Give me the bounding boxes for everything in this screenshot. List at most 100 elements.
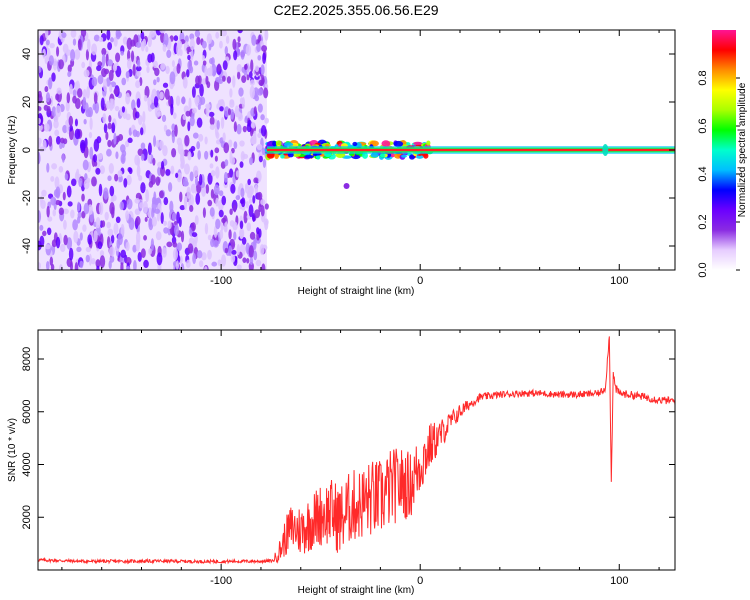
- noise-blob: [197, 150, 201, 160]
- noise-blob: [55, 93, 60, 101]
- noise-blob: [136, 71, 141, 77]
- noise-blob: [215, 166, 220, 179]
- noise-blob: [165, 129, 172, 137]
- noise-blob: [258, 155, 263, 163]
- noise-blob: [233, 231, 237, 241]
- noise-blob: [231, 147, 235, 154]
- colorbar-tick-label: 0.6: [697, 118, 709, 133]
- noise-blob: [167, 220, 172, 230]
- noise-blob: [253, 130, 257, 141]
- noise-blob: [210, 188, 215, 199]
- noise-blob: [155, 176, 161, 186]
- noise-blob: [171, 60, 175, 68]
- noise-blob: [210, 149, 214, 158]
- noise-blob: [250, 139, 257, 145]
- scint-blob: [304, 154, 315, 159]
- noise-blob: [83, 118, 87, 125]
- noise-blob: [233, 50, 238, 61]
- noise-blob: [217, 259, 222, 266]
- noise-blob: [264, 30, 269, 41]
- noise-blob: [86, 86, 90, 99]
- noise-blob: [154, 67, 160, 77]
- noise-blob: [259, 244, 265, 255]
- noise-blob: [70, 209, 75, 219]
- noise-blob: [198, 260, 204, 268]
- noise-blob: [85, 109, 92, 118]
- noise-blob: [228, 245, 233, 257]
- noise-blob: [110, 234, 115, 244]
- noise-blob: [95, 217, 101, 229]
- noise-blob: [182, 114, 187, 121]
- noise-blob: [256, 227, 260, 235]
- noise-blob: [223, 142, 230, 154]
- noise-blob: [135, 216, 141, 226]
- noise-blob: [113, 132, 117, 145]
- noise-blob: [92, 103, 97, 111]
- noise-blob: [237, 36, 241, 43]
- noise-blob: [121, 106, 126, 113]
- noise-blob: [201, 252, 207, 261]
- colorbar-label: Normalized spectral amplitude: [737, 82, 748, 217]
- noise-blob: [128, 167, 133, 175]
- noise-blob: [187, 121, 191, 132]
- noise-blob: [66, 123, 70, 134]
- spectrogram-y-tick-label: 20: [21, 96, 33, 108]
- noise-blob: [204, 150, 209, 160]
- noise-blob: [39, 195, 43, 205]
- noise-blob: [66, 185, 72, 198]
- noise-blob: [101, 47, 107, 56]
- noise-blob: [55, 186, 61, 199]
- noise-blob: [79, 260, 84, 269]
- noise-blob: [72, 95, 77, 104]
- noise-blob: [110, 196, 115, 204]
- noise-blob: [205, 184, 210, 194]
- noise-blob: [252, 195, 256, 204]
- noise-blob: [190, 222, 196, 232]
- noise-blob: [211, 261, 218, 267]
- noise-blob: [85, 254, 90, 263]
- noise-blob: [249, 231, 256, 240]
- noise-blob: [210, 238, 215, 248]
- noise-blob: [262, 158, 267, 168]
- noise-blob: [240, 49, 245, 60]
- noise-blob: [153, 79, 157, 86]
- noise-blob: [188, 65, 194, 74]
- noise-blob: [39, 224, 44, 231]
- noise-blob: [223, 106, 230, 118]
- noise-blob: [96, 136, 102, 144]
- spike-feature: [602, 144, 609, 156]
- noise-blob: [187, 54, 191, 61]
- noise-blob: [51, 163, 58, 170]
- noise-blob: [215, 218, 221, 230]
- noise-blob: [100, 97, 105, 111]
- noise-blob: [201, 40, 207, 49]
- snr-y-tick-label: 6000: [21, 400, 33, 424]
- spectrogram-y-tick-label: -20: [21, 190, 33, 206]
- noise-blob: [209, 207, 215, 217]
- noise-blob: [96, 65, 102, 72]
- noise-blob: [39, 235, 45, 247]
- scint-blob: [280, 154, 285, 159]
- noise-blob: [187, 243, 194, 254]
- snr-frame: [37, 329, 676, 571]
- noise-blob: [140, 31, 145, 40]
- noise-blob: [120, 262, 124, 270]
- noise-blob: [217, 99, 224, 106]
- noise-blob: [165, 168, 171, 176]
- noise-blob: [250, 59, 254, 73]
- noise-blob: [77, 38, 82, 51]
- noise-blob: [257, 132, 262, 139]
- noise-blob: [56, 46, 60, 57]
- noise-blob: [140, 127, 144, 136]
- noise-blob: [120, 50, 125, 56]
- noise-blob: [38, 151, 41, 164]
- scint-blob: [381, 140, 391, 147]
- colorbar-tick-label: 0.4: [697, 166, 709, 181]
- noise-blob: [254, 65, 260, 72]
- noise-blob: [50, 176, 55, 182]
- noise-blob: [260, 114, 265, 121]
- noise-blob: [83, 179, 90, 190]
- noise-blob: [55, 105, 62, 118]
- noise-blob: [96, 153, 103, 160]
